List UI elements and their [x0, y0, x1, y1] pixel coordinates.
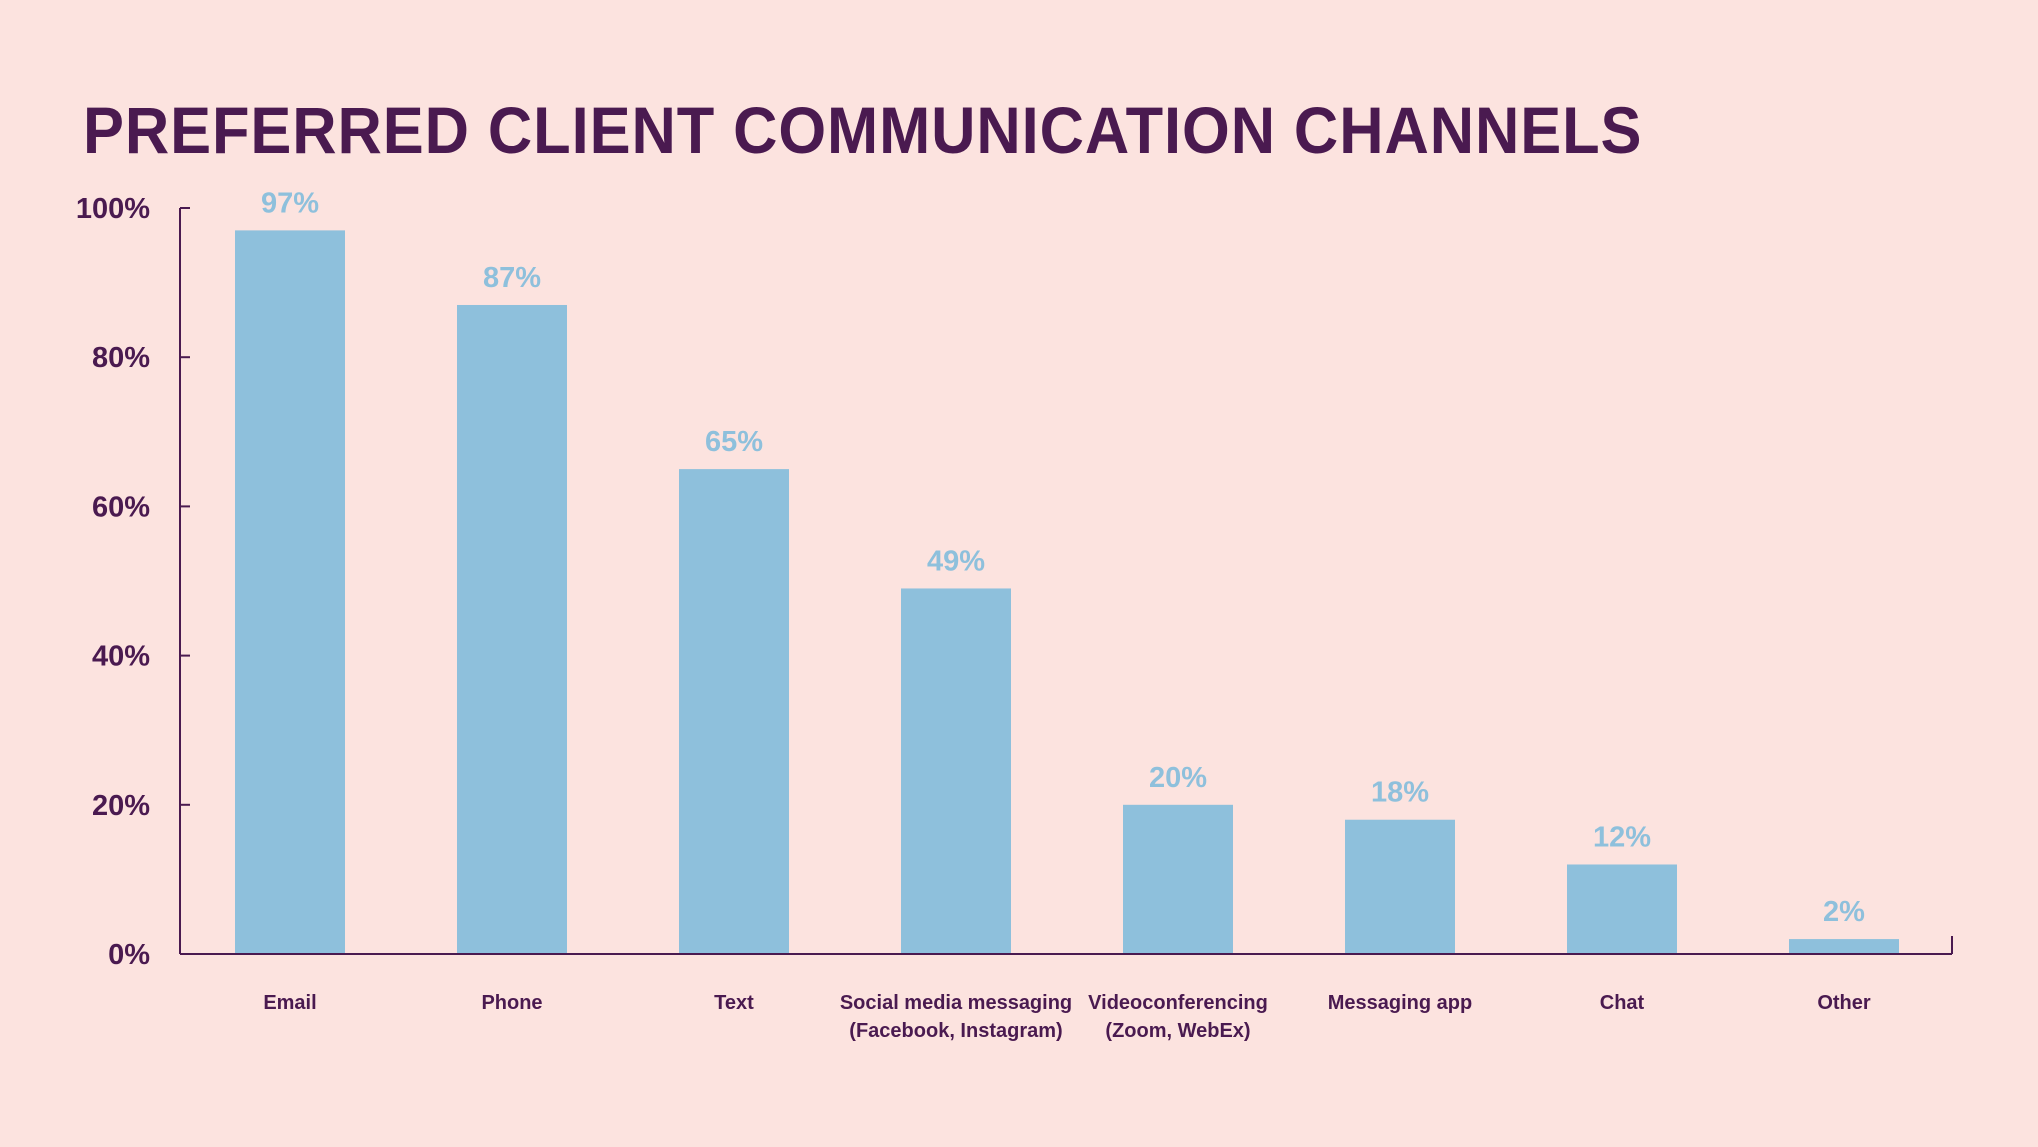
data-label: 97%	[261, 187, 319, 219]
data-label: 2%	[1823, 896, 1865, 928]
y-tick-label: 100%	[76, 193, 150, 225]
y-tick-label: 80%	[92, 342, 150, 374]
bar	[1345, 819, 1455, 954]
chart-title: PREFERRED CLIENT COMMUNICATION CHANNELS	[83, 93, 1643, 167]
x-axis-labels: Email Phone Text Social media messaging (Fac…	[263, 992, 1871, 1042]
x-axis	[180, 936, 1953, 955]
y-tick-label: 0%	[108, 939, 150, 971]
bar	[1123, 804, 1233, 954]
data-label: 49%	[927, 545, 985, 577]
y-tick-label: 20%	[92, 790, 150, 822]
y-axis: 0% 20% 40% 60% 80% 100%	[76, 193, 190, 971]
data-label: 12%	[1593, 821, 1651, 853]
x-tick-label: Messaging app	[1328, 992, 1472, 1014]
x-tick-label: Text	[714, 992, 754, 1014]
x-tick-label: Chat	[1600, 992, 1645, 1014]
data-label: 87%	[483, 262, 541, 294]
data-label: 65%	[705, 426, 763, 458]
x-tick-label: Social media messaging (Facebook, Instagr…	[840, 992, 1072, 1042]
x-tick-label: Phone	[481, 992, 542, 1014]
bar	[1789, 939, 1899, 954]
bar	[901, 588, 1011, 954]
bar	[1567, 864, 1677, 954]
data-label: 20%	[1149, 762, 1207, 794]
y-tick-label: 60%	[92, 491, 150, 523]
bar	[457, 304, 567, 955]
bars	[235, 230, 1899, 955]
bar	[679, 469, 789, 954]
x-tick-label: Videoconferencing (Zoom, WebEx)	[1088, 992, 1268, 1042]
y-tick-label: 40%	[92, 641, 150, 673]
data-label: 18%	[1371, 777, 1429, 809]
bar	[235, 230, 345, 954]
x-tick-label: Email	[263, 992, 316, 1014]
data-labels: 97% 87% 65% 49% 20% 18% 12% 2%	[261, 187, 1865, 928]
x-tick-label: Other	[1817, 992, 1871, 1014]
